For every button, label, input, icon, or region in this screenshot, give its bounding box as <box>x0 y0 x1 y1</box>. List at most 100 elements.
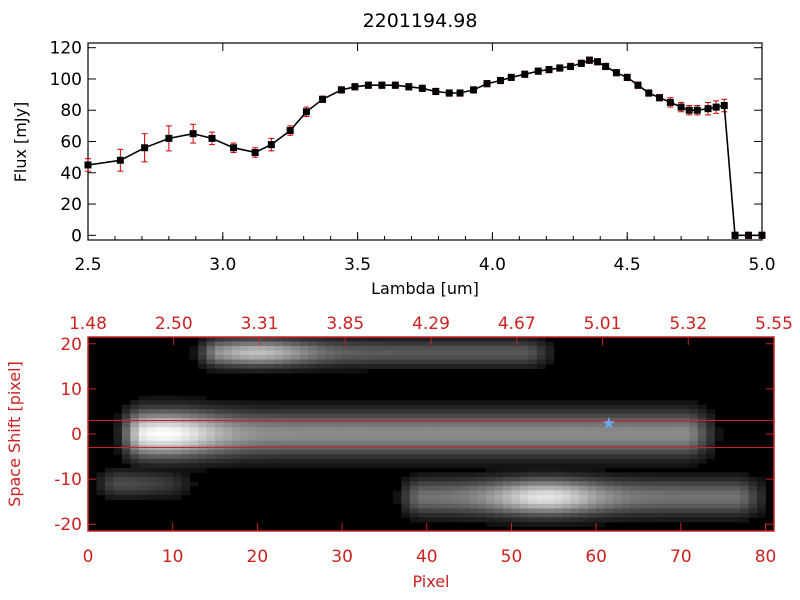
image-cell <box>452 463 462 469</box>
image-cell <box>536 517 546 523</box>
image-cell <box>316 463 326 469</box>
image-cell <box>172 490 182 496</box>
image-cell <box>697 512 707 518</box>
image-cell <box>426 499 436 505</box>
image-cell <box>384 449 394 455</box>
image-cell <box>697 472 707 478</box>
image-cell <box>257 440 267 446</box>
image-cell <box>435 436 445 442</box>
image-cell <box>452 517 462 523</box>
data-point <box>165 134 173 142</box>
image-cell <box>469 436 478 442</box>
image-cell <box>206 404 216 410</box>
image-cell <box>536 485 546 491</box>
image-cell <box>604 490 614 496</box>
image-cell <box>342 355 351 360</box>
image-cell <box>426 400 436 406</box>
image-cell <box>596 485 606 491</box>
image-cell <box>172 449 182 455</box>
image-cell <box>130 472 140 478</box>
image-cell <box>316 341 326 347</box>
image-cell <box>545 341 555 347</box>
image-cell <box>333 463 343 469</box>
image-cell <box>435 458 445 464</box>
image-cell <box>359 463 368 469</box>
image-y-axis-title: Space Shift [pixel] <box>5 361 24 507</box>
data-point <box>693 106 701 114</box>
image-top-tick-label: 3.85 <box>326 314 364 334</box>
image-cell <box>486 508 495 514</box>
image-cell <box>638 440 648 446</box>
image-cell <box>553 431 563 437</box>
image-cell <box>663 481 673 487</box>
image-cell <box>418 463 428 469</box>
image-cell <box>536 449 546 455</box>
image-cell <box>409 422 419 428</box>
image-cell <box>706 427 716 433</box>
image-cell <box>723 499 733 505</box>
image-cell <box>630 431 639 437</box>
image-cell <box>215 409 224 415</box>
image-cell <box>265 440 275 446</box>
image-cell <box>740 472 749 478</box>
image-cell <box>426 350 436 356</box>
image-cell <box>299 409 309 415</box>
image-cell <box>680 431 690 437</box>
image-cell <box>155 440 165 446</box>
image-cell <box>291 458 301 464</box>
image-cell <box>689 404 699 410</box>
image-cell <box>655 454 665 460</box>
image-cell <box>689 436 699 442</box>
image-cell <box>587 436 597 442</box>
image-cell <box>333 359 343 365</box>
image-cell <box>460 431 470 437</box>
image-cell <box>257 463 267 469</box>
image-cell <box>714 472 724 478</box>
image-cell <box>435 517 445 523</box>
image-cell <box>570 508 580 514</box>
image-cell <box>757 503 766 509</box>
image-cell <box>528 512 538 518</box>
image-cell <box>130 467 140 473</box>
image-cell <box>460 512 470 518</box>
image-cell <box>723 476 733 482</box>
image-cell <box>689 512 699 518</box>
image-cell <box>189 463 199 469</box>
data-point <box>666 98 674 106</box>
image-cell <box>274 409 284 415</box>
image-cell <box>113 422 123 428</box>
image-cell <box>113 431 123 437</box>
image-cell <box>630 440 639 446</box>
image-cell <box>596 472 606 478</box>
image-cell <box>494 499 504 505</box>
image-cell <box>443 454 453 460</box>
image-cell <box>435 409 445 415</box>
image-cell <box>494 355 504 360</box>
image-cell <box>248 413 258 419</box>
image-cell <box>528 346 538 351</box>
image-cell <box>350 350 360 356</box>
image-cell <box>587 449 597 455</box>
image-cell <box>274 350 284 356</box>
image-cell <box>494 472 504 478</box>
image-cell <box>740 490 749 496</box>
image-cell <box>443 422 453 428</box>
image-cell <box>155 463 165 469</box>
image-y-tick-label: 20 <box>60 335 82 355</box>
image-cell <box>265 368 275 374</box>
image-cell <box>621 476 631 482</box>
image-cell <box>240 400 250 406</box>
image-cell <box>511 431 521 437</box>
image-cell <box>392 440 402 446</box>
image-cell <box>215 359 224 365</box>
image-cell <box>655 508 665 514</box>
image-cell <box>697 440 707 446</box>
image-cell <box>689 485 699 491</box>
image-cell <box>706 454 716 460</box>
image-x-tick-label: 10 <box>162 547 184 567</box>
image-cell <box>426 512 436 518</box>
image-cell <box>121 427 131 433</box>
image-cell <box>630 499 639 505</box>
image-cell <box>164 400 174 406</box>
image-cell <box>215 436 224 442</box>
